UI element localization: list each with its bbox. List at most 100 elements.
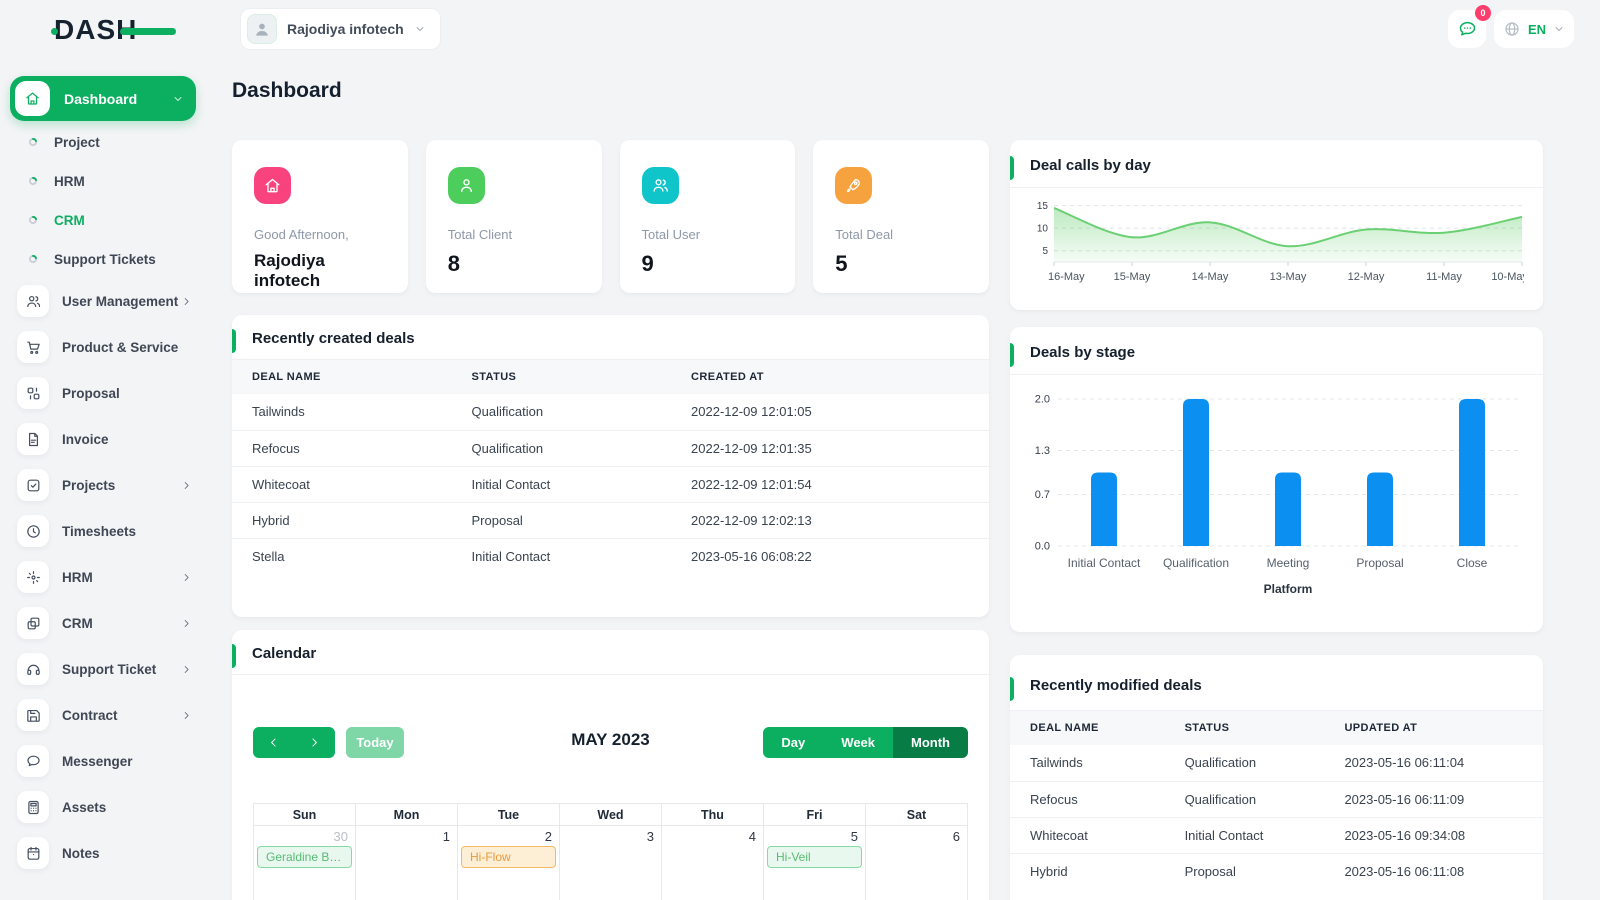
table-row[interactable]: Refocus Qualification 2022-12-09 12:01:35 — [232, 429, 989, 466]
home-icon — [15, 81, 50, 116]
clock-icon — [17, 515, 49, 547]
calendar-event[interactable]: Hi-Veil — [767, 846, 862, 868]
sidebar-item-crm[interactable]: CRM — [0, 607, 210, 639]
sidebar-item-notes[interactable]: Notes — [0, 837, 210, 869]
table-cell: Qualification — [1184, 755, 1257, 771]
save-icon — [17, 699, 49, 731]
calendar-next-button[interactable] — [294, 727, 335, 758]
calendar-event[interactable]: Geraldine Burt — [257, 846, 352, 868]
language-selector[interactable]: EN — [1494, 10, 1574, 48]
proposal-icon — [17, 377, 49, 409]
cart-icon — [25, 339, 42, 356]
sidebar-subitem-support-tickets[interactable]: Support Tickets — [0, 247, 210, 271]
table-cell: Proposal — [1164, 852, 1325, 889]
stat-card-label: Total User — [641, 227, 701, 242]
sidebar-item-label: Messenger — [62, 753, 133, 769]
calendar-month-label: MAY 2023 — [571, 730, 650, 749]
table-row[interactable]: Stella Initial Contact 2023-05-16 06:08:22 — [232, 537, 989, 574]
calendar-day-cell[interactable]: 30 Geraldine Burt — [253, 825, 356, 900]
avatar — [247, 14, 277, 44]
table-cell: 2022-12-09 12:02:13 — [671, 501, 989, 538]
calendar-today-button[interactable]: Today — [346, 727, 404, 758]
table-cell: 2022-12-09 12:01:35 — [671, 429, 989, 466]
table-row[interactable]: Tailwinds Qualification 2022-12-09 12:01:0… — [232, 394, 989, 430]
sidebar-subitem-label: CRM — [54, 212, 85, 228]
sidebar-item-messenger[interactable]: Messenger — [0, 745, 210, 777]
sidebar-item-label: Product & Service — [62, 339, 179, 355]
check-square-icon — [25, 477, 42, 494]
column-header: CREATED AT — [671, 360, 989, 394]
stat-card-label: Total Deal — [835, 227, 894, 242]
sidebar-item-user-management[interactable]: User Management — [0, 285, 210, 317]
table-row[interactable]: Whitecoat Initial Contact 2022-12-09 12:01… — [232, 465, 989, 502]
calendar-date-number: 30 — [333, 829, 348, 844]
area-chart-svg: 5 10 15 16-May 15-May 14-May 13-May 12-May 11-Ma… — [1037, 201, 1529, 283]
boxes-icon — [17, 607, 49, 639]
sidebar-dashboard-label: Dashboard — [64, 90, 138, 107]
sidebar-item-dashboard[interactable]: Dashboard — [10, 76, 196, 121]
table-row[interactable]: Hybrid Proposal 2023-05-16 06:11:08 — [1010, 852, 1543, 889]
sidebar-item-invoice[interactable]: Invoice — [0, 423, 210, 455]
users-icon — [651, 176, 670, 195]
svg-text:13-May: 13-May — [1270, 271, 1307, 283]
sidebar-item-label: Timesheets — [62, 523, 137, 539]
workspace-dropdown[interactable]: Rajodiya infotech — [240, 8, 441, 50]
sidebar-item-label: CRM — [62, 615, 93, 631]
table-cell: Initial Contact — [451, 537, 672, 574]
recently-modified-deals-table: DEAL NAME STATUS UPDATED AT Tailwinds Qualif… — [1010, 711, 1543, 889]
card-header: Recently created deals — [232, 315, 989, 360]
sidebar-subitem-hrm[interactable]: HRM — [0, 169, 210, 193]
accent-bar — [232, 329, 236, 353]
calendar-date-number: 2 — [544, 829, 552, 844]
calendar-day-cell[interactable]: 5 Hi-Veil — [763, 825, 866, 900]
table-cell: 2022-12-09 12:01:54 — [671, 465, 989, 502]
language-code: EN — [1527, 21, 1547, 37]
chat-icon — [17, 745, 49, 777]
calendar-view-day[interactable]: Day — [763, 727, 824, 758]
table-row[interactable]: Tailwinds Qualification 2023-05-16 06:11:0… — [1010, 745, 1543, 781]
sidebar-subitem-project[interactable]: Project — [0, 130, 210, 154]
calendar-view-month[interactable]: Month — [893, 727, 968, 758]
sidebar-item-hrm[interactable]: HRM — [0, 561, 210, 593]
svg-text:15: 15 — [1037, 201, 1049, 212]
sidebar-item-product-service[interactable]: Product & Service — [0, 331, 210, 363]
app-logo[interactable]: DASH — [51, 12, 176, 48]
svg-text:0.0: 0.0 — [1035, 541, 1050, 553]
page-title: Dashboard — [232, 79, 342, 102]
sidebar-subitem-label: Support Tickets — [54, 251, 156, 267]
sidebar-subitem-crm[interactable]: CRM — [0, 208, 210, 232]
sidebar-menu: User Management Product & Service Proposal… — [0, 285, 210, 883]
calendar-day-cell[interactable]: 4 — [661, 825, 764, 900]
calculator-icon — [17, 791, 49, 823]
table-row[interactable]: Refocus Qualification 2023-05-16 06:11:09 — [1010, 780, 1543, 817]
table-cell: Qualification — [471, 404, 544, 420]
sidebar-item-timesheets[interactable]: Timesheets — [0, 515, 210, 547]
calendar-prev-button[interactable] — [253, 727, 294, 758]
calendar-day-cell[interactable]: 6 — [865, 825, 968, 900]
stat-card-value: 5 — [835, 251, 848, 276]
calendar-event[interactable]: Hi-Flow — [461, 846, 556, 868]
chevron-right-icon — [181, 480, 192, 491]
sidebar-item-proposal[interactable]: Proposal — [0, 377, 210, 409]
calendar-day-cell[interactable]: 1 — [355, 825, 458, 900]
card-header: Recently modified deals — [1010, 655, 1543, 711]
table-row[interactable]: Whitecoat Initial Contact 2023-05-16 09:34… — [1010, 816, 1543, 853]
sidebar-item-assets[interactable]: Assets — [0, 791, 210, 823]
table-cell: Qualification — [451, 429, 672, 466]
sidebar-item-support-ticket[interactable]: Support Ticket — [0, 653, 210, 685]
calendar-day-cell[interactable]: 3 — [559, 825, 662, 900]
person-stroke-icon — [447, 167, 485, 204]
target-icon — [17, 561, 49, 593]
table-row[interactable]: Hybrid Proposal 2022-12-09 12:02:13 — [232, 501, 989, 538]
stat-card-value: Rajodiya infotech — [254, 251, 325, 290]
boxes-icon — [25, 615, 42, 632]
table-cell: Tailwinds — [252, 404, 305, 420]
sidebar-item-contract[interactable]: Contract — [0, 699, 210, 731]
sidebar-item-projects[interactable]: Projects — [0, 469, 210, 501]
calendar-day-cell[interactable]: 2 Hi-Flow — [457, 825, 560, 900]
messages-button[interactable]: 0 — [1448, 5, 1491, 48]
calendar-view-week[interactable]: Week — [823, 727, 894, 758]
card-title: Recently created deals — [252, 330, 415, 347]
headset-icon — [25, 661, 42, 678]
svg-text:Proposal: Proposal — [1356, 556, 1403, 570]
